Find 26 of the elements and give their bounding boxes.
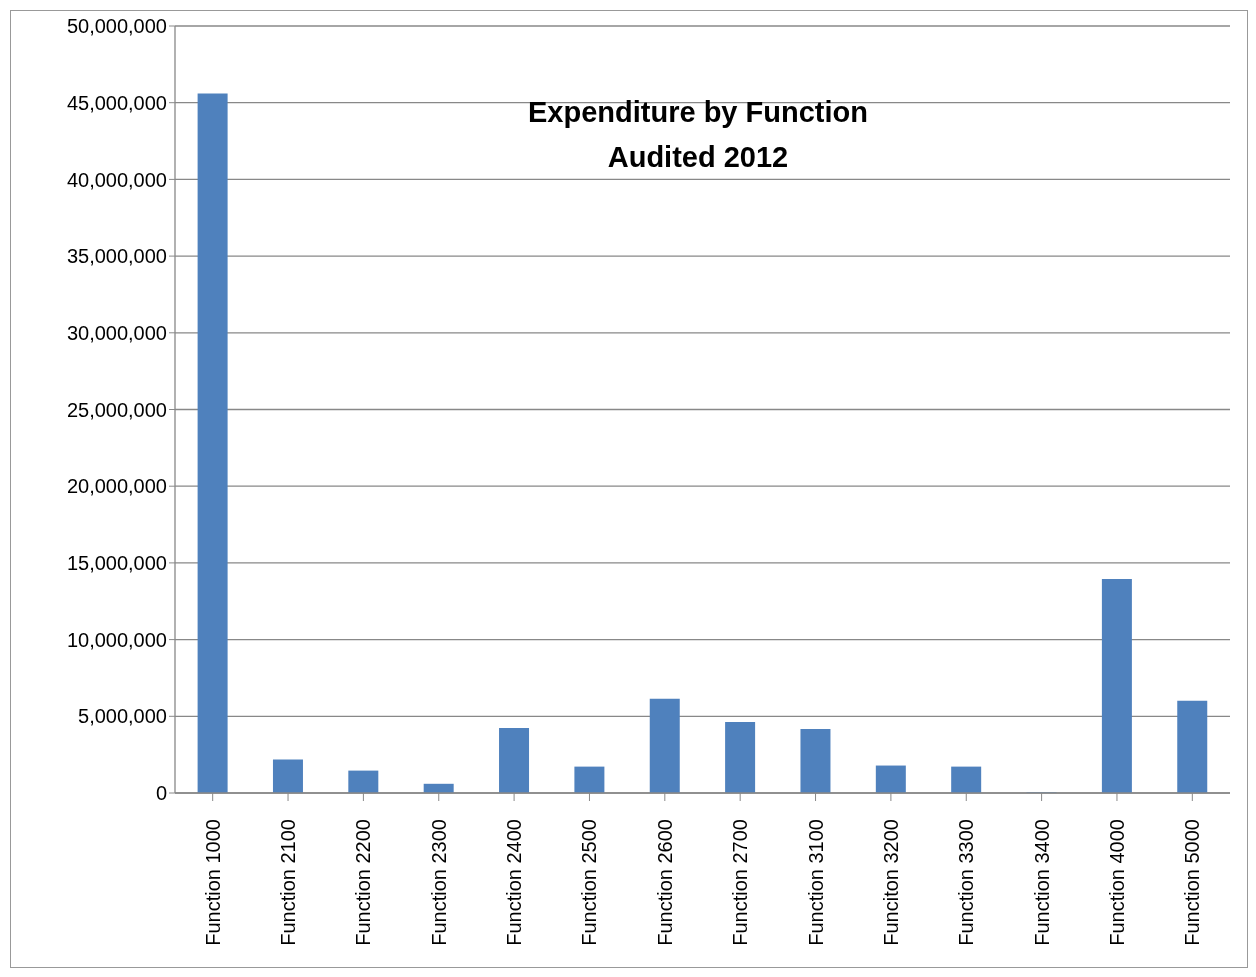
x-tick-label: Function 2400 [503,819,526,946]
x-tick-label: Function 2200 [352,819,375,946]
x-tick-label: Function 2600 [653,819,676,946]
x-tick-label: Function 4000 [1105,819,1128,946]
x-tick-label: Function 5000 [1181,819,1204,946]
y-tick-label: 5,000,000 [78,705,167,728]
x-tick-label: Function 2500 [578,819,601,946]
x-tick-label: Function 3300 [955,819,978,946]
y-tick-label: 25,000,000 [66,398,167,421]
y-tick-label: 0 [155,782,167,805]
x-tick-label: Function 3100 [804,819,827,946]
text: Expenditure by Function Audited 2012 [527,95,869,175]
x-tick-label: Function 2300 [427,819,450,946]
y-tick-label: 15,000,000 [66,552,167,574]
y-tick-label: 35,000,000 [66,245,167,268]
y-tick-label: 20,000,000 [66,475,167,498]
x-tick-label: Function 3400 [1030,819,1053,946]
x-tick-label: Funciton 3200 [879,819,902,946]
y-tick-label: 40,000,000 [66,168,167,191]
y-tick-label: 10,000,000 [66,628,167,651]
x-tick-label: Function 1000 [201,819,224,946]
y-tick-label: 45,000,000 [66,91,167,114]
y-tick-label: 50,000,000 [66,15,167,38]
x-tick-label: Function 2700 [729,819,752,946]
y-tick-label: 30,000,000 [66,321,167,344]
x-tick-label: Function 2100 [277,819,300,946]
